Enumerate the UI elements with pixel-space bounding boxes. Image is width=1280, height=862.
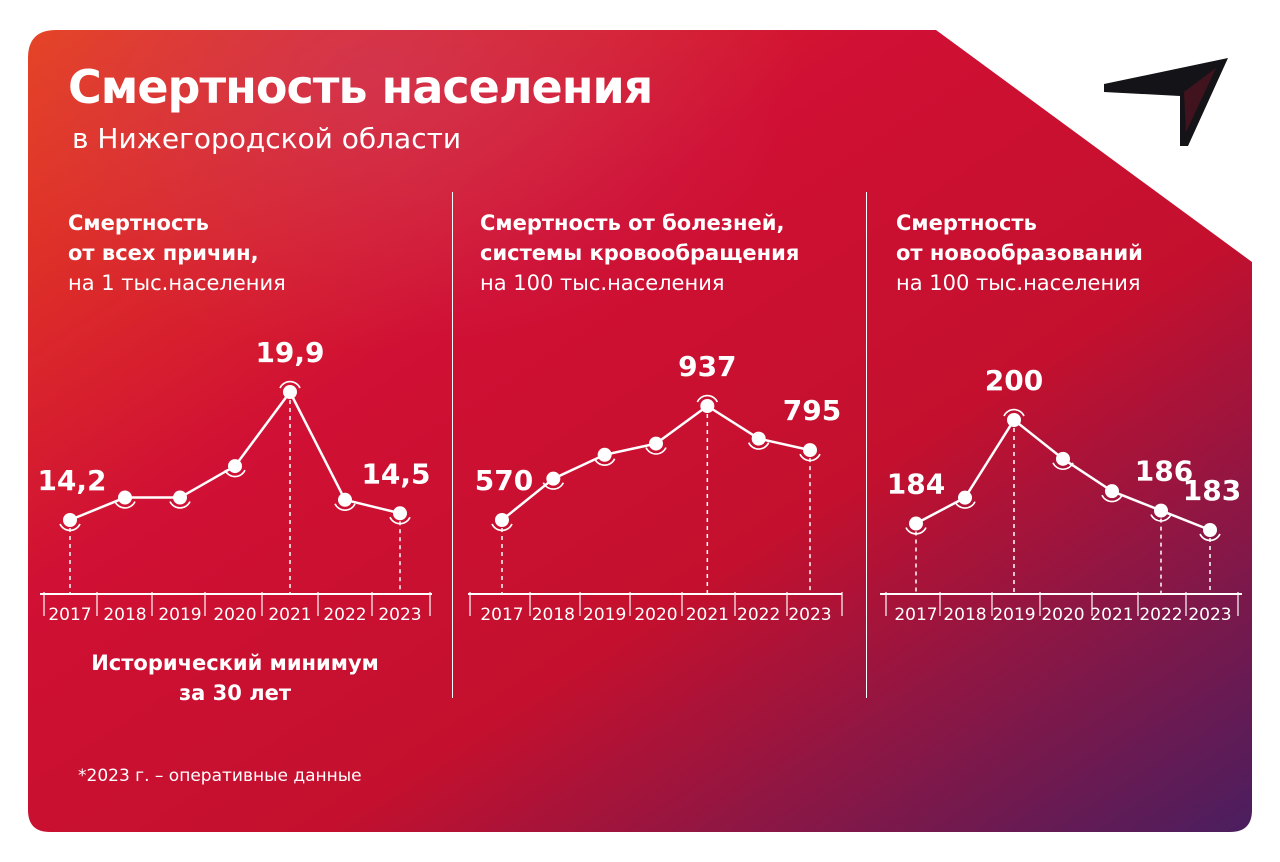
x-tick-label: 2020 [634, 605, 677, 625]
arrow-t-logo-icon [1104, 58, 1228, 146]
data-label: 14,5 [361, 457, 430, 490]
x-tick-label: 2018 [943, 605, 986, 625]
data-point-ring [279, 380, 301, 389]
x-tick-label: 2017 [894, 605, 937, 625]
x-tick-label: 2019 [583, 605, 626, 625]
data-point-ring [114, 501, 136, 509]
x-tick-label: 2021 [1090, 605, 1133, 625]
data-point-ring [799, 453, 821, 462]
x-tick-label: 2019 [992, 605, 1035, 625]
data-point-ring [1150, 514, 1172, 522]
data-point [1056, 451, 1070, 466]
data-point-ring [59, 523, 81, 532]
data-point-ring [747, 442, 770, 450]
x-tick-label: 2018 [103, 605, 146, 625]
data-point [909, 516, 923, 531]
data-point [958, 490, 972, 505]
data-point [63, 513, 77, 527]
data-point-ring [542, 482, 565, 490]
footnote: *2023 г. – оперативные данные [78, 766, 362, 786]
data-point [649, 436, 663, 451]
data-label: 570 [475, 464, 533, 497]
chart-title-3-units: на 100 тыс.населения [896, 271, 1141, 295]
chart-title-2-units: на 100 тыс.населения [480, 271, 725, 295]
x-tick-label: 2021 [686, 605, 729, 625]
data-point [1203, 523, 1217, 537]
data-label: 19,9 [255, 336, 324, 369]
x-tick-label: 2018 [532, 605, 575, 625]
data-label: 184 [887, 468, 945, 501]
chart-title-2: Смертность от болезней, системы кровообр… [480, 208, 799, 298]
x-tick-label: 2017 [480, 605, 523, 625]
data-point [1154, 503, 1168, 518]
data-label: 795 [783, 394, 841, 427]
caption-line1: Исторический минимум [91, 651, 379, 675]
chart-title-1-line2: от всех причин, [68, 241, 259, 265]
data-point-ring [1199, 533, 1221, 542]
chart-title-1: Смертность от всех причин, на 1 тыс.насе… [68, 208, 286, 298]
data-point [283, 385, 297, 399]
x-tick-label: 2021 [268, 605, 311, 625]
x-tick-label: 2023 [788, 605, 831, 625]
x-tick-label: 2019 [158, 605, 201, 625]
panel-divider [866, 192, 867, 698]
x-tick-label: 2022 [737, 605, 780, 625]
data-label: 937 [678, 350, 736, 383]
data-point [495, 513, 509, 527]
data-point-ring [1003, 408, 1025, 417]
page-title: Смертность населения [68, 60, 653, 114]
data-point [338, 492, 352, 507]
chart-title-3-line2: от новообразований [896, 241, 1143, 265]
data-label: 14,2 [37, 464, 106, 497]
data-point [393, 506, 407, 521]
data-point [700, 399, 715, 413]
data-label: 186 [1135, 455, 1193, 488]
x-tick-label: 2020 [213, 605, 256, 625]
data-point-ring [696, 394, 719, 403]
page-subtitle: в Нижегородской области [72, 122, 462, 155]
data-point-ring [645, 447, 667, 455]
caption-line2: за 30 лет [178, 681, 291, 705]
chart-title-2-line1: Смертность от болезней, [480, 211, 785, 235]
data-point-ring [389, 516, 411, 525]
data-point-ring [491, 523, 513, 532]
data-point [1007, 413, 1021, 427]
x-tick-label: 2022 [323, 605, 366, 625]
data-point [228, 459, 242, 474]
data-point-ring [1052, 462, 1074, 471]
data-point [803, 443, 817, 458]
chart-title-1-units: на 1 тыс.населения [68, 271, 286, 295]
data-point-ring [334, 503, 356, 512]
data-point-ring [169, 501, 191, 509]
x-tick-label: 2022 [1139, 605, 1182, 625]
data-point [118, 490, 132, 505]
chart-title-1-line1: Смертность [68, 211, 209, 235]
data-point [597, 447, 612, 462]
data-point-ring [905, 527, 927, 535]
data-point [173, 490, 187, 505]
historical-minimum-caption: Исторический минимум за 30 лет [40, 648, 430, 708]
x-tick-label: 2017 [48, 605, 91, 625]
data-point [751, 431, 766, 446]
data-point-ring [1101, 494, 1123, 503]
data-point [546, 471, 561, 486]
chart-title-3: Смертность от новообразований на 100 тыс… [896, 208, 1143, 298]
data-point-ring [224, 469, 246, 478]
x-tick-label: 2023 [378, 605, 421, 625]
x-tick-label: 2023 [1188, 605, 1231, 625]
data-label: 200 [985, 364, 1043, 397]
data-point [1105, 484, 1119, 499]
data-label: 183 [1183, 474, 1241, 507]
x-tick-label: 2020 [1041, 605, 1084, 625]
panel-divider [452, 192, 453, 698]
data-point-ring [954, 501, 976, 509]
chart-title-3-line1: Смертность [896, 211, 1037, 235]
data-point-ring [593, 458, 616, 466]
chart-title-2-line2: системы кровообращения [480, 241, 800, 265]
